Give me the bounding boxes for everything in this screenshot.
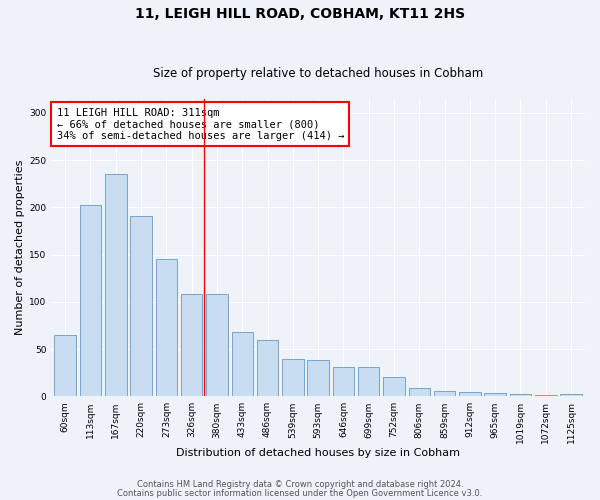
Bar — [484, 392, 506, 396]
Bar — [80, 206, 101, 396]
Bar — [232, 332, 253, 396]
Bar — [307, 360, 329, 396]
Bar — [155, 260, 177, 396]
Bar — [257, 340, 278, 396]
Bar — [105, 174, 127, 396]
Bar — [434, 390, 455, 396]
Bar — [409, 388, 430, 396]
Bar — [282, 360, 304, 397]
Bar — [510, 394, 531, 396]
Bar — [459, 392, 481, 396]
Bar — [206, 294, 228, 396]
Bar — [55, 335, 76, 396]
Y-axis label: Number of detached properties: Number of detached properties — [15, 160, 25, 335]
Bar — [130, 216, 152, 396]
Bar — [560, 394, 582, 396]
X-axis label: Distribution of detached houses by size in Cobham: Distribution of detached houses by size … — [176, 448, 460, 458]
Text: 11 LEIGH HILL ROAD: 311sqm
← 66% of detached houses are smaller (800)
34% of sem: 11 LEIGH HILL ROAD: 311sqm ← 66% of deta… — [56, 108, 344, 141]
Bar — [358, 367, 379, 396]
Bar — [383, 376, 405, 396]
Text: Contains HM Land Registry data © Crown copyright and database right 2024.: Contains HM Land Registry data © Crown c… — [137, 480, 463, 489]
Bar — [332, 367, 354, 396]
Title: Size of property relative to detached houses in Cobham: Size of property relative to detached ho… — [153, 66, 483, 80]
Text: 11, LEIGH HILL ROAD, COBHAM, KT11 2HS: 11, LEIGH HILL ROAD, COBHAM, KT11 2HS — [135, 8, 465, 22]
Text: Contains public sector information licensed under the Open Government Licence v3: Contains public sector information licen… — [118, 490, 482, 498]
Bar — [181, 294, 202, 396]
